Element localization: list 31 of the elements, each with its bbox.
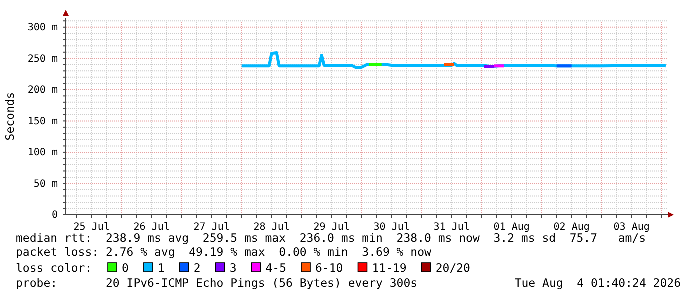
x-tick-label: 03 Aug bbox=[614, 222, 650, 233]
legend-label: 2 bbox=[194, 261, 201, 275]
y-tick-label: 50 m bbox=[34, 178, 58, 190]
x-tick-label: 01 Aug bbox=[494, 222, 530, 233]
y-tick-label: 0 bbox=[52, 210, 58, 222]
text: median rtt: 238.9 ms avg 259.5 ms max 236.0 ms min 238.0 ms now 3.2 ms sd 75.7 am/s bbox=[16, 231, 646, 245]
y-tick-label: 150 m bbox=[28, 116, 58, 128]
x-tick-label: 28 Jul bbox=[254, 222, 290, 233]
y-tick-label: 250 m bbox=[28, 54, 58, 65]
x-tick-label: 29 Jul bbox=[314, 222, 350, 233]
legend-label: 0 bbox=[122, 261, 129, 275]
legend-title: loss color: bbox=[16, 261, 92, 275]
y-tick-label: 100 m bbox=[28, 148, 58, 159]
y-axis-title: Seconds bbox=[3, 92, 17, 141]
x-tick-label: 25 Jul bbox=[74, 222, 110, 233]
legend-label: 4-5 bbox=[266, 261, 287, 275]
y-tick-label: 300 m bbox=[28, 22, 58, 34]
x-tick-label: 31 Jul bbox=[434, 222, 470, 233]
text: packet loss: 2.76 % avg 49.19 % max 0.00 % min 3.69 % now bbox=[16, 245, 432, 259]
legend-label: 6-10 bbox=[316, 261, 344, 275]
x-tick-label: 30 Jul bbox=[374, 222, 410, 233]
x-tick-label: 27 Jul bbox=[194, 222, 230, 233]
legend-label: 20/20 bbox=[436, 261, 471, 275]
y-tick-label: 200 m bbox=[28, 85, 58, 96]
text: probe: 20 IPv6-ICMP Echo Pings (56 Bytes) every 300s bbox=[16, 276, 418, 290]
x-tick-label: 26 Jul bbox=[134, 222, 170, 233]
x-tick-label: 02 Aug bbox=[554, 222, 590, 233]
legend-label: 11-19 bbox=[372, 261, 407, 275]
legend-label: 1 bbox=[158, 261, 165, 275]
text: Tue Aug 4 01:40:24 2026 bbox=[514, 276, 682, 290]
legend-label: 3 bbox=[230, 261, 237, 275]
